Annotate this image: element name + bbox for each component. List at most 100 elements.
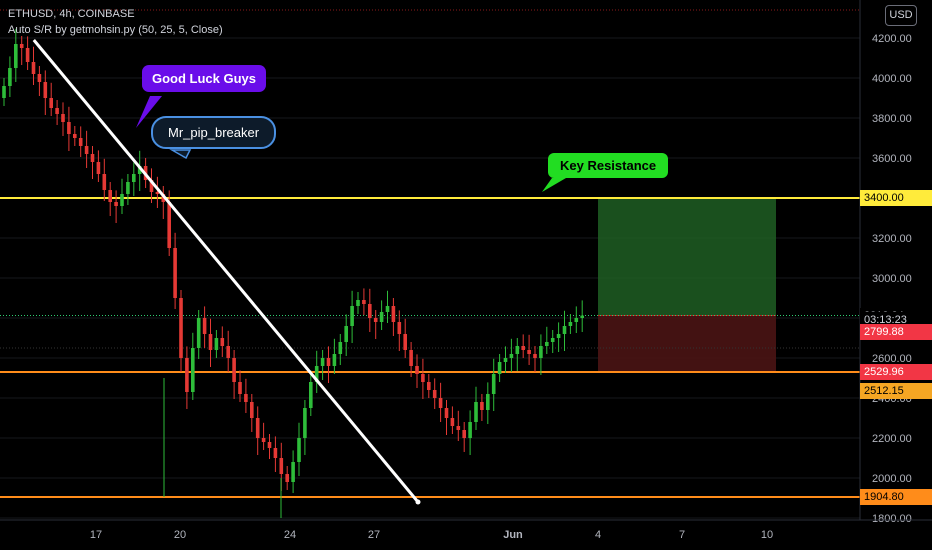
candle-body <box>332 354 337 366</box>
callout-pointer <box>542 178 566 192</box>
candle-body <box>421 374 425 382</box>
candle-body <box>208 334 213 350</box>
callout-key-resistance: Key Resistance <box>548 153 669 178</box>
price-tag: 2529.96 <box>860 364 932 380</box>
candle-body <box>155 192 160 194</box>
candle-body <box>55 108 59 114</box>
candle-body <box>126 182 130 194</box>
candle-body <box>8 68 12 86</box>
candle-body <box>480 402 484 410</box>
candle-body <box>320 358 325 366</box>
candle-body <box>326 358 331 366</box>
x-tick-label: 4 <box>595 529 601 541</box>
time-axis: 17 20 24 27 Jun 4 7 10 <box>0 519 932 541</box>
candle-body <box>432 390 437 398</box>
x-tick-label: 17 <box>90 529 102 541</box>
axis-background <box>860 0 932 550</box>
y-tick-label: 3800.00 <box>872 113 912 125</box>
x-tick-label: 20 <box>174 529 186 541</box>
candle-body <box>533 354 537 358</box>
candle-body <box>309 382 313 408</box>
price-tag: 2799.88 <box>860 324 932 340</box>
price-tag: 1904.80 <box>860 489 932 506</box>
candle-body <box>84 146 89 154</box>
price-tag: 03:13:23 <box>860 311 932 328</box>
x-tick-label: 27 <box>368 529 380 541</box>
candle-body <box>456 426 461 430</box>
x-tick-label: 24 <box>284 529 296 541</box>
candle-body <box>196 318 201 348</box>
callout-author: Mr_pip_breaker <box>151 116 277 149</box>
candle-body <box>368 304 372 318</box>
candle-body <box>14 44 18 68</box>
candle-body <box>61 114 65 122</box>
candle-body <box>214 338 219 350</box>
candle-body <box>25 48 30 62</box>
candle-body <box>43 82 48 98</box>
y-tick-label: 2000.00 <box>872 473 912 485</box>
y-tick-label: 2200.00 <box>872 433 912 445</box>
candle-body <box>73 134 77 138</box>
candle-body <box>238 382 242 394</box>
candle-body <box>556 334 561 338</box>
candle-body <box>250 402 254 418</box>
price-tag: 3400.00 <box>860 190 932 206</box>
candle-body <box>285 474 289 482</box>
candle-body <box>527 350 531 354</box>
candle-body <box>373 318 378 322</box>
x-tick-label: 7 <box>679 529 685 541</box>
candle-body <box>438 398 443 408</box>
currency-button[interactable]: USD <box>885 5 917 26</box>
candle-body <box>185 358 189 392</box>
candle-body <box>255 418 260 438</box>
candle-body <box>132 174 136 182</box>
candle-body <box>497 362 502 374</box>
candle-body <box>545 342 549 346</box>
candle-body <box>67 122 71 134</box>
candle-body <box>179 298 183 358</box>
candle-body <box>90 154 95 162</box>
candle-body <box>149 180 154 192</box>
candle-body <box>167 202 171 248</box>
callout-pointer <box>136 96 162 128</box>
candle-body <box>379 312 384 322</box>
indicator-label[interactable]: Auto S/R by getmohsin.py (50, 25, 5, Clo… <box>8 24 223 36</box>
candle-body <box>403 334 407 350</box>
candle-body <box>427 382 431 390</box>
candle-body <box>267 442 272 448</box>
y-tick-label: 1800.00 <box>872 513 912 525</box>
x-tick-label: 10 <box>761 529 773 541</box>
candle-body <box>444 408 449 418</box>
candle-body <box>273 448 278 458</box>
candle-body <box>385 306 390 312</box>
y-tick-label: 2600.00 <box>872 353 912 365</box>
price-tag: 2512.15 <box>860 383 932 399</box>
candle-body <box>291 462 295 482</box>
price-axis: 4200.00 4000.00 3800.00 3600.00 3400.00 3200.… <box>859 0 932 550</box>
candle-body <box>474 402 478 422</box>
support-resistance-lines <box>0 197 860 499</box>
candle-body <box>562 326 567 334</box>
candle-body <box>574 318 579 322</box>
candle-body <box>515 346 520 354</box>
candle-body <box>503 358 508 362</box>
candle-body <box>114 202 118 206</box>
candle-body <box>314 366 319 382</box>
candle-body <box>509 354 514 358</box>
candle-body <box>539 346 543 358</box>
candle-body <box>350 306 354 326</box>
candle-body <box>450 418 455 426</box>
candle-body <box>303 408 307 438</box>
candle-body <box>137 166 142 174</box>
y-tick-label: 3000.00 <box>872 273 912 285</box>
callout-good-luck: Good Luck Guys <box>142 65 267 92</box>
candle-body <box>409 350 413 366</box>
trend-line <box>32 39 566 505</box>
trend-line-segment <box>32 39 420 503</box>
candle-body <box>120 194 124 206</box>
candle-body <box>297 438 301 462</box>
candle-body <box>220 338 225 346</box>
candle-body <box>31 62 36 74</box>
candle-body <box>2 86 6 98</box>
